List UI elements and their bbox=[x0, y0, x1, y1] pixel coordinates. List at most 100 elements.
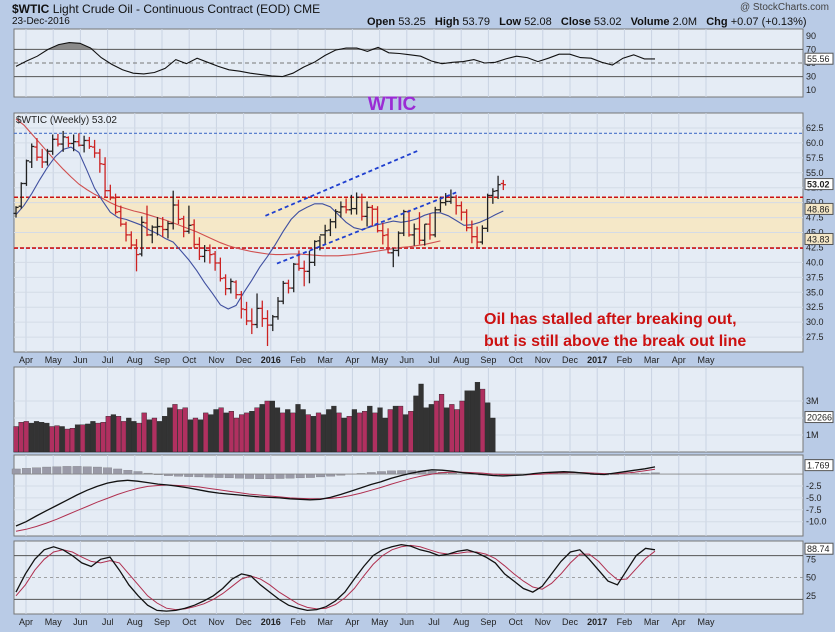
x-tick-label: Apr bbox=[19, 617, 33, 627]
macd-histogram-bar bbox=[285, 473, 295, 479]
volume-bar-up bbox=[295, 404, 301, 453]
chart-title: $WTIC Light Crude Oil - Continuous Contr… bbox=[12, 2, 320, 16]
x-tick-label: Sep bbox=[154, 617, 170, 627]
x-tick-label: Oct bbox=[182, 617, 197, 627]
volume-bar-down bbox=[141, 412, 147, 453]
ohlc-bar: Open 53.25 High 53.79 Low 52.08 Close 53… bbox=[367, 16, 807, 28]
volume-bar-up bbox=[44, 422, 50, 453]
volume-bar-down bbox=[95, 422, 101, 453]
rsi-y-tick: 90 bbox=[806, 31, 816, 41]
x-tick-label: Mar bbox=[317, 617, 333, 627]
volume-bar-down bbox=[305, 414, 311, 453]
x-tick-label: Apr bbox=[672, 617, 686, 627]
rsi-overbought-fill bbox=[16, 42, 655, 50]
stoch-y-tick: 25 bbox=[806, 591, 816, 601]
volume-bar-up bbox=[418, 383, 424, 453]
volume-bar-up bbox=[74, 424, 81, 453]
volume-bar-down bbox=[23, 421, 29, 453]
price-y-tick: 50.0 bbox=[806, 198, 824, 208]
price-y-tick: 47.5 bbox=[806, 213, 824, 223]
macd-histogram-bar bbox=[62, 466, 72, 475]
wtic-title: WTIC bbox=[368, 94, 417, 115]
x-tick-label: May bbox=[697, 617, 715, 627]
price-value-label: 43.83 bbox=[807, 234, 830, 244]
macd-histogram-bar bbox=[52, 466, 62, 475]
volume-bar-up bbox=[259, 404, 265, 453]
close-value: 53.02 bbox=[593, 16, 622, 28]
price-value-label: 48.86 bbox=[807, 204, 830, 214]
price-legend: $WTIC (Weekly) 53.02 bbox=[16, 115, 117, 126]
panel-macd bbox=[13, 454, 804, 537]
volume-bar-down bbox=[408, 411, 414, 453]
x-tick-label: Nov bbox=[208, 355, 225, 365]
price-y-tick: 57.5 bbox=[806, 153, 824, 163]
volume-bar-down bbox=[177, 409, 183, 453]
x-tick-label: Apr bbox=[345, 617, 359, 627]
macd-histogram-bar bbox=[42, 466, 52, 475]
price-value-label: 53.02 bbox=[807, 180, 830, 190]
price-value-box bbox=[804, 202, 834, 215]
stoch-y-tick: 75 bbox=[806, 554, 816, 564]
volume-bar-down bbox=[121, 421, 127, 453]
macd-histogram-bar bbox=[72, 466, 82, 475]
annotation-line-1: Oil has stalled after breaking out, bbox=[484, 311, 737, 328]
high-label: High bbox=[434, 16, 460, 28]
x-tick-label: Jul bbox=[102, 617, 114, 627]
x-tick-label: Feb bbox=[617, 617, 633, 627]
macd-histogram-bar bbox=[103, 467, 112, 475]
x-tick-label: May bbox=[45, 617, 63, 627]
chg-value: +0.07 (+0.13%) bbox=[730, 16, 807, 28]
volume-bar-down bbox=[449, 404, 455, 453]
macd-y-tick: -5.0 bbox=[806, 493, 822, 503]
x-tick-label: Dec bbox=[562, 355, 579, 365]
stoch-d-line bbox=[15, 544, 656, 611]
volume-bar-up bbox=[367, 405, 373, 453]
volume-bar-up bbox=[90, 421, 96, 453]
x-tick-label: Aug bbox=[127, 617, 143, 627]
price-y-tick: 42.5 bbox=[806, 242, 824, 252]
x-tick-label: Aug bbox=[127, 355, 143, 365]
volume-bar-up bbox=[474, 382, 481, 453]
symbol: $WTIC bbox=[12, 2, 50, 16]
macd-histogram-bar bbox=[113, 468, 123, 475]
stoch-value-label: 88.74 bbox=[807, 544, 830, 554]
volume-bar-down bbox=[13, 426, 19, 453]
macd-histogram-bar bbox=[265, 473, 275, 480]
volume-bar-down bbox=[192, 417, 199, 453]
ma-short-line bbox=[15, 146, 504, 310]
volume-value-box bbox=[804, 411, 834, 424]
macd-histogram-bar bbox=[275, 473, 285, 479]
rsi-value-label: 55.56 bbox=[807, 54, 830, 64]
volume-bar-up bbox=[341, 417, 347, 453]
x-tick-label: Sep bbox=[154, 355, 170, 365]
x-tick-label: Nov bbox=[535, 355, 552, 365]
x-tick-label: Jul bbox=[102, 355, 114, 365]
volume-bar-up bbox=[146, 419, 152, 453]
macd-histogram-bar bbox=[316, 473, 325, 478]
macd-y-tick: -7.5 bbox=[806, 505, 822, 515]
macd-histogram-bar bbox=[204, 473, 214, 478]
stoch-value-box bbox=[804, 542, 834, 555]
x-tick-label: Jul bbox=[428, 355, 440, 365]
price-y-tick: 37.5 bbox=[806, 272, 824, 282]
x-tick-label: May bbox=[371, 617, 389, 627]
volume-bar-down bbox=[264, 400, 270, 453]
x-tick-label: Sep bbox=[480, 355, 496, 365]
macd-histogram-bar bbox=[214, 473, 224, 478]
volume-bar-up bbox=[469, 390, 475, 453]
price-value-box bbox=[804, 178, 834, 191]
volume-bar-down bbox=[80, 424, 86, 453]
macd-histogram-bar bbox=[11, 468, 21, 475]
volume-bar-down bbox=[362, 411, 368, 453]
x-tick-label: Feb bbox=[617, 355, 633, 365]
x-tick-label: Oct bbox=[509, 355, 524, 365]
x-tick-label: Oct bbox=[182, 355, 197, 365]
x-tick-label: Apr bbox=[345, 355, 359, 365]
price-y-tick: 27.5 bbox=[806, 332, 824, 342]
x-tick-label: Dec bbox=[236, 355, 253, 365]
volume-bar-up bbox=[213, 409, 219, 453]
volume-bar-down bbox=[356, 412, 363, 453]
volume-bar-down bbox=[54, 425, 60, 453]
volume-bar-down bbox=[280, 412, 286, 453]
